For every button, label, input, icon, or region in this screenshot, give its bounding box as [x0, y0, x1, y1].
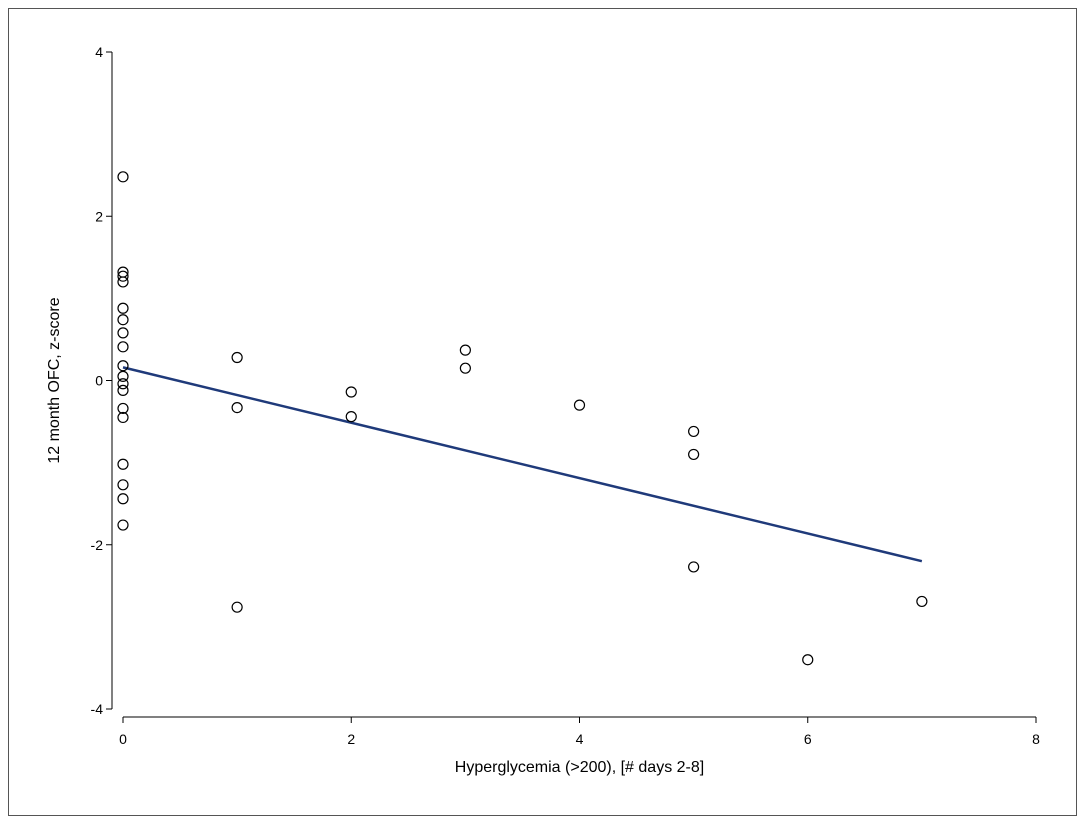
- data-point: [117, 458, 129, 470]
- data-point: [117, 378, 129, 390]
- data-point: [345, 386, 357, 398]
- data-point: [117, 370, 129, 382]
- data-point: [231, 402, 243, 414]
- data-point: [117, 314, 129, 326]
- y-ticks: -4 -2 0 2 4: [91, 44, 112, 717]
- x-tick-label: 8: [1032, 731, 1040, 747]
- axes: [111, 52, 1036, 718]
- data-point: [117, 341, 129, 353]
- scatter-chart: -4 -2 0 2 4 0 2 4 6 8 Hyperglycemia (>200), [# d…: [46, 44, 1040, 776]
- data-point: [688, 425, 700, 438]
- data-point: [117, 519, 129, 531]
- data-point: [345, 411, 357, 423]
- data-point: [117, 411, 129, 424]
- data-point: [688, 448, 700, 461]
- data-point: [117, 276, 129, 288]
- y-tick-label: 0: [95, 373, 103, 389]
- data-point: [573, 399, 586, 411]
- x-axis-title: Hyperglycemia (>200), [# days 2-8]: [455, 759, 704, 776]
- x-tick-label: 0: [119, 731, 127, 747]
- data-point: [459, 344, 471, 356]
- data-point: [117, 493, 129, 505]
- data-points: [117, 171, 928, 666]
- data-point: [117, 479, 129, 491]
- data-point: [231, 601, 243, 613]
- x-tick-label: 4: [576, 731, 584, 747]
- y-axis-title: 12 month OFC, z-score: [46, 297, 63, 463]
- y-tick-label: 2: [95, 208, 103, 224]
- data-point: [802, 654, 814, 666]
- regression-line: [122, 366, 923, 563]
- data-point: [117, 327, 129, 339]
- x-tick-label: 6: [804, 731, 812, 747]
- data-point: [117, 171, 129, 183]
- data-point: [117, 270, 129, 282]
- data-point: [117, 402, 129, 415]
- x-tick-label: 2: [347, 731, 355, 747]
- y-tick-label: 4: [95, 44, 103, 60]
- data-point: [117, 384, 129, 396]
- data-point: [459, 362, 471, 374]
- data-point: [688, 561, 700, 573]
- y-tick-label: -2: [91, 537, 104, 553]
- data-point: [117, 302, 129, 314]
- data-point: [231, 351, 243, 364]
- data-point: [916, 595, 928, 608]
- x-ticks: 0 2 4 6 8: [119, 717, 1040, 747]
- data-point: [117, 360, 129, 372]
- y-tick-label: -4: [91, 701, 104, 717]
- chart-frame: -4 -2 0 2 4 0 2 4 6 8 Hyperglycemia (>200), [# d…: [8, 8, 1077, 816]
